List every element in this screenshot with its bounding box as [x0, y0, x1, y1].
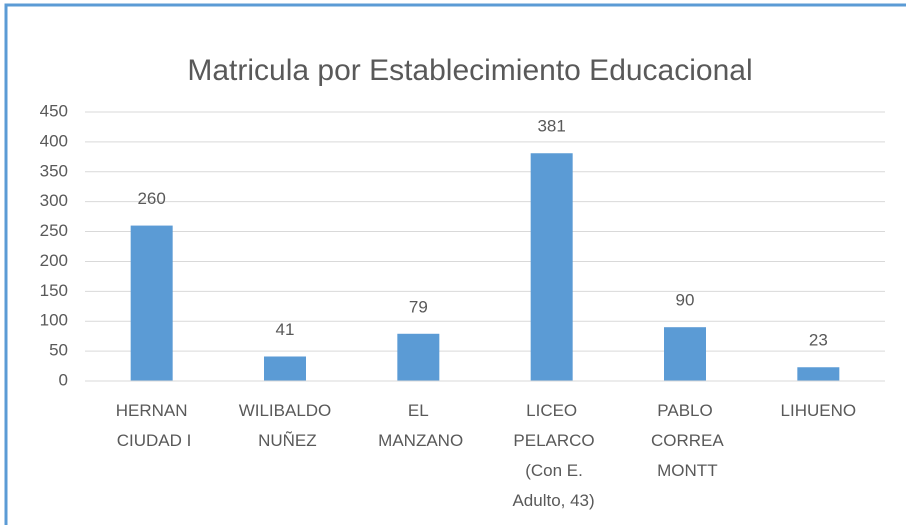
x-tick-label: PABLO CORREA MONTT — [646, 401, 724, 480]
frame — [4, 3, 906, 525]
data-label: 23 — [809, 331, 828, 350]
y-tick-label: 200 — [40, 251, 68, 270]
y-tick-label: 50 — [49, 341, 68, 360]
y-tick-label: 400 — [40, 131, 68, 150]
y-tick-label: 150 — [40, 281, 68, 300]
y-tick-label: 250 — [40, 221, 68, 240]
x-tick-label: LIHUENO — [781, 401, 857, 420]
x-tick-label: EL MANZANO — [373, 401, 463, 450]
bar — [397, 333, 440, 381]
y-tick-label: 300 — [40, 191, 68, 210]
bar — [797, 367, 840, 381]
data-label: 41 — [276, 320, 295, 339]
x-tick-label: WILIBALDO NUÑEZ — [239, 401, 332, 450]
y-tick-label: 0 — [59, 370, 68, 389]
chart-title: Matricula por Establecimiento Educaciona… — [187, 54, 752, 87]
bar — [664, 327, 706, 381]
data-label: 90 — [676, 291, 695, 310]
bar — [130, 225, 173, 381]
x-tick-label: LICEO PELARCO (Con E. Adulto, 43) — [509, 401, 595, 510]
data-label: 79 — [409, 297, 428, 316]
bar — [530, 153, 573, 381]
y-tick-label: 350 — [40, 161, 68, 180]
y-tick-label: 450 — [40, 101, 68, 120]
data-label: 260 — [137, 189, 165, 208]
x-tick-label: HERNAN CIUDAD I — [112, 401, 191, 450]
y-tick-label: 100 — [40, 311, 68, 330]
bar — [264, 356, 306, 381]
data-label: 381 — [537, 117, 565, 136]
